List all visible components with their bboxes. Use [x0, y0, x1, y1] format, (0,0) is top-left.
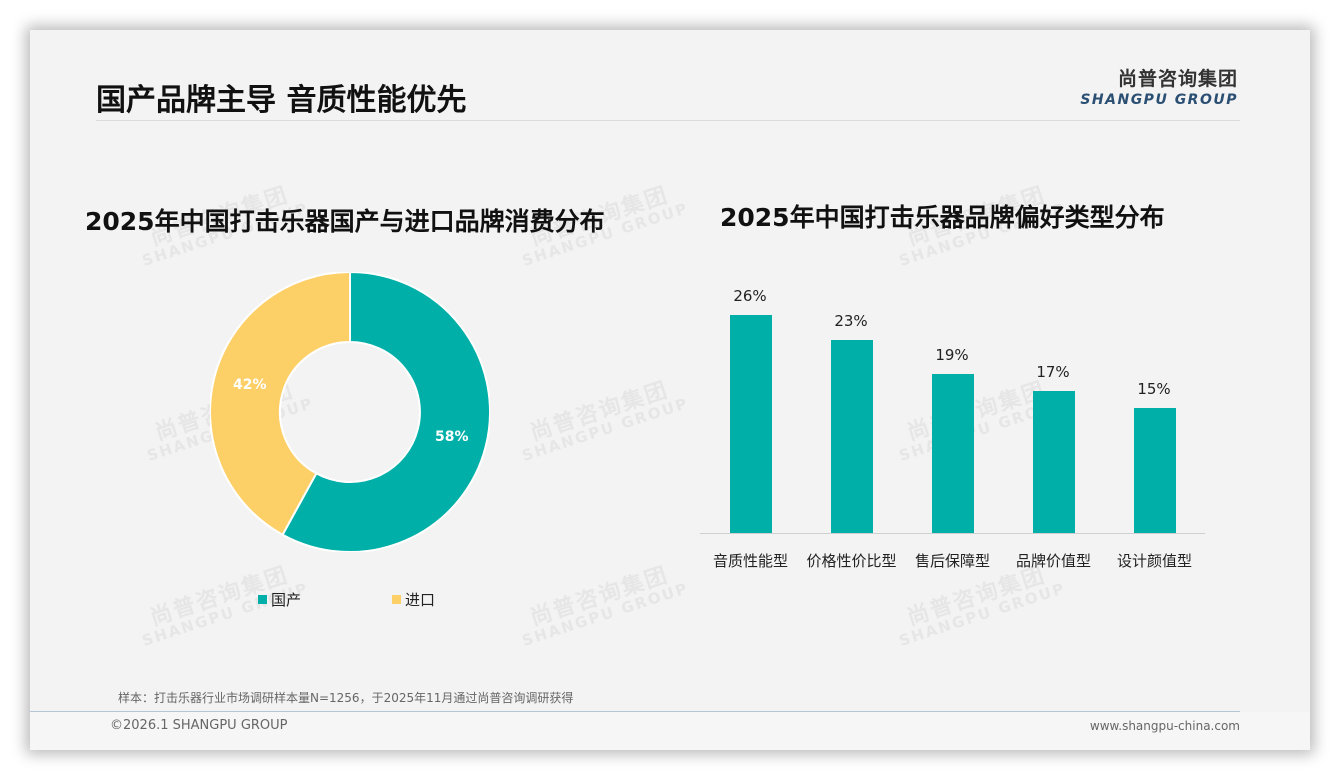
bar — [1134, 408, 1176, 533]
donut-chart: 58% 42% — [209, 270, 491, 553]
title-divider — [96, 120, 1240, 121]
donut-label-domestic: 58% — [435, 429, 469, 445]
bar — [1033, 391, 1075, 533]
bar-value: 26% — [733, 287, 767, 305]
legend-label: 进口 — [405, 591, 436, 609]
bar-value: 15% — [1137, 380, 1171, 398]
legend-swatch-yellow — [392, 595, 401, 604]
legend-label: 国产 — [271, 591, 302, 609]
bar — [932, 374, 974, 533]
bar — [831, 340, 873, 533]
legend-item-import: 进口 — [392, 589, 435, 610]
bar-category: 售后保障型 — [914, 552, 990, 570]
copyright: ©2026.1 SHANGPU GROUP — [110, 718, 288, 733]
bar-category: 设计颜值型 — [1116, 552, 1192, 570]
footer-band — [30, 712, 1310, 750]
bar-value: 23% — [834, 312, 868, 330]
legend-item-domestic: 国产 — [258, 589, 301, 610]
bar-chart-title: 2025年中国打击乐器品牌偏好类型分布 — [720, 203, 1165, 232]
donut-svg — [209, 270, 491, 553]
donut-label-import: 42% — [233, 377, 267, 393]
donut-segment-domestic — [281, 270, 491, 553]
logo-english: SHANGPU GROUP — [1080, 92, 1238, 108]
website-link[interactable]: www.shangpu-china.com — [1089, 719, 1240, 733]
sample-footnote: 样本：打击乐器行业市场调研样本量N=1256，于2025年11月通过尚普咨询调研… — [118, 691, 574, 705]
donut-segment-import — [209, 270, 351, 537]
slide: 尚普咨询集团 SHANGPU GROUP 尚普咨询集团 SHANGPU GROUP … — [30, 30, 1310, 750]
bar-value: 19% — [935, 346, 969, 364]
logo-chinese: 尚普咨询集团 — [1117, 68, 1238, 90]
x-axis-line — [700, 533, 1205, 534]
bar-category: 音质性能型 — [712, 552, 788, 570]
donut-chart-title: 2025年中国打击乐器国产与进口品牌消费分布 — [85, 207, 605, 236]
bar-chart: 26% 音质性能型 23% 价格性价比型 19% 售后保障型 17% 品牌价值型… — [700, 280, 1205, 580]
legend-swatch-teal — [258, 595, 267, 604]
bar-category: 品牌价值型 — [1015, 552, 1091, 570]
bar-value: 17% — [1036, 363, 1070, 381]
company-logo: 尚普咨询集团 SHANGPU GROUP — [1080, 64, 1238, 108]
page-title: 国产品牌主导 音质性能优先 — [96, 83, 467, 118]
bar — [730, 315, 772, 533]
bar-category: 价格性价比型 — [806, 552, 897, 570]
footer-divider — [30, 711, 1240, 712]
